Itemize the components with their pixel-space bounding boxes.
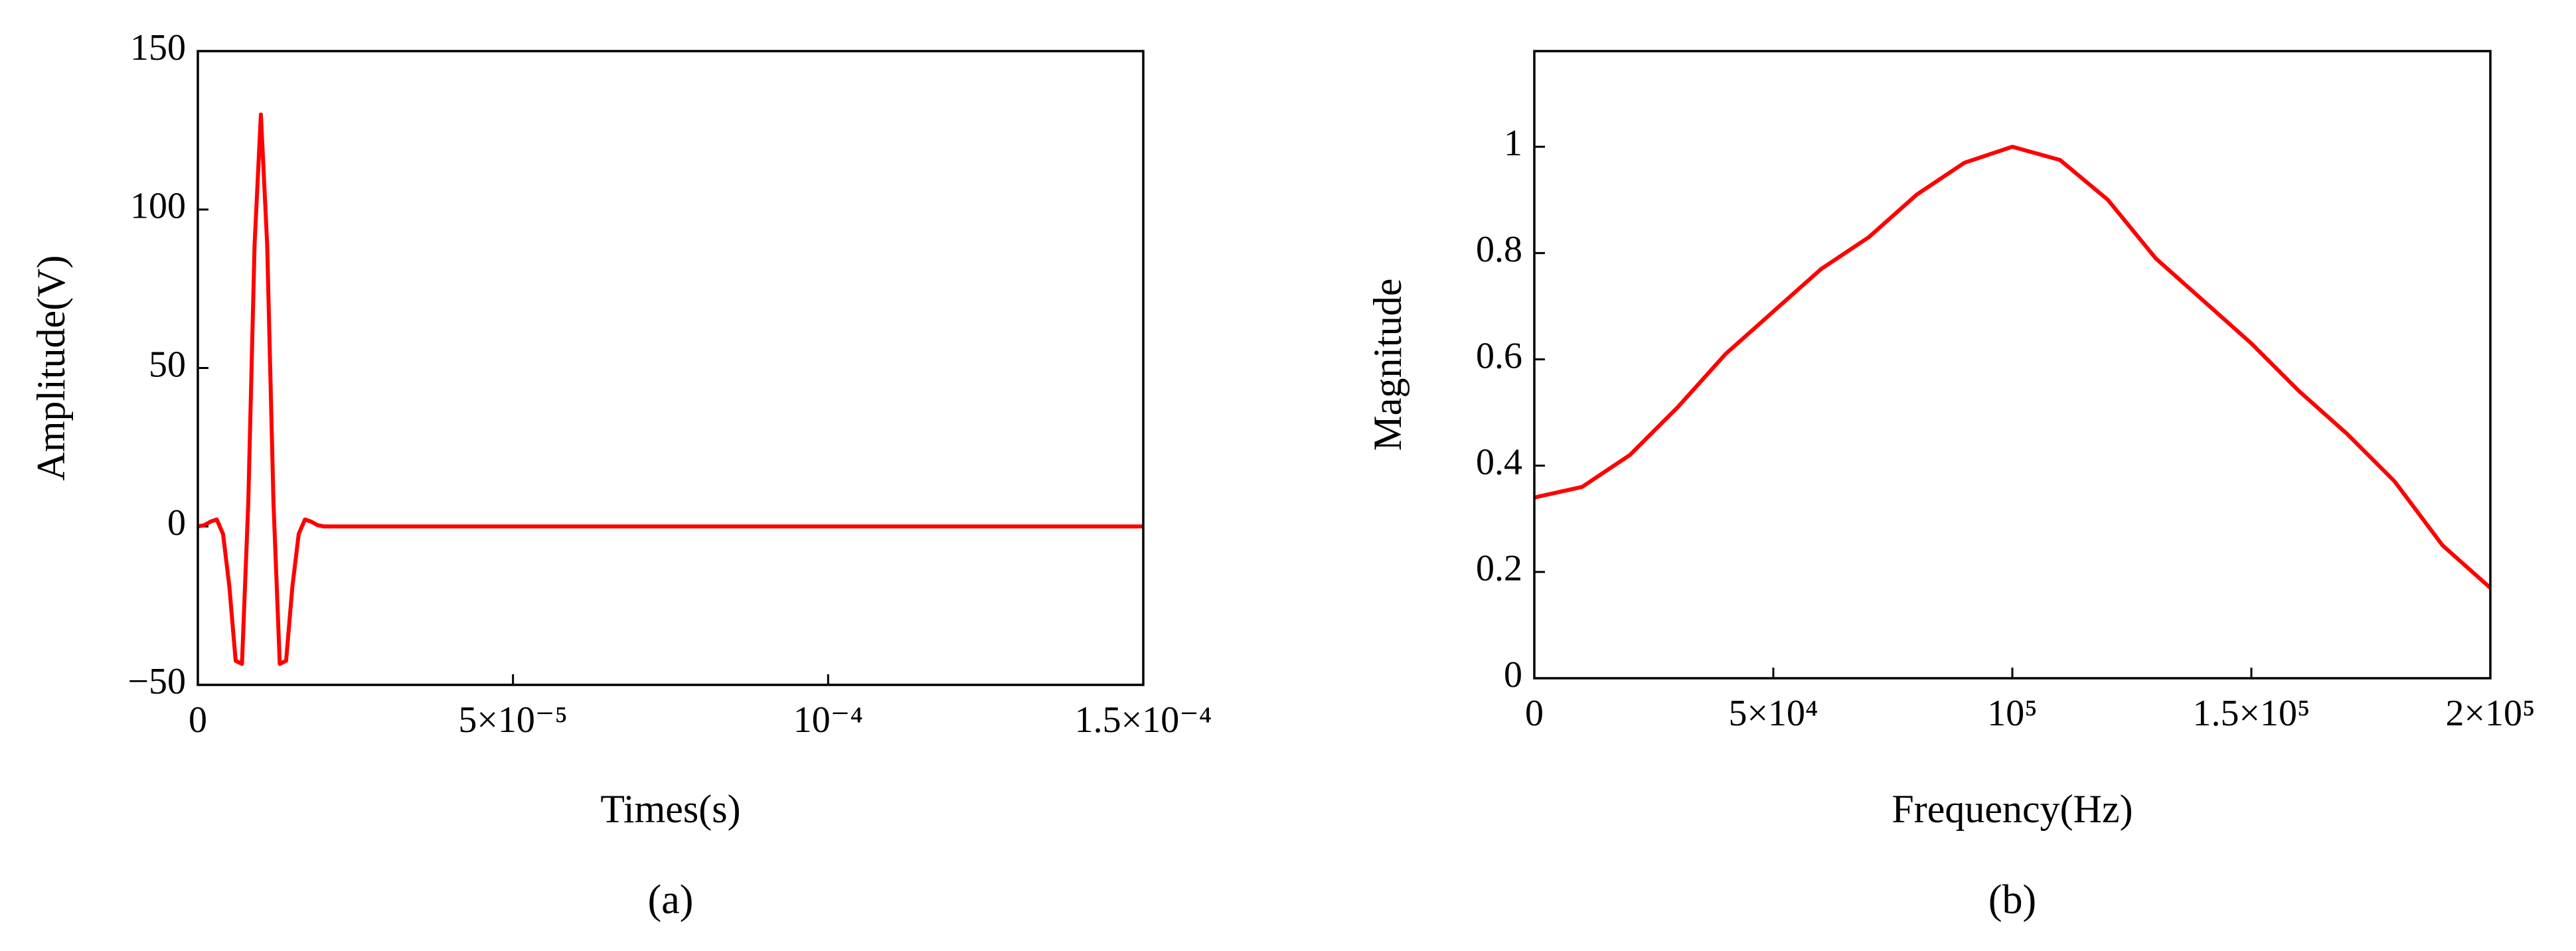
plot-frame — [197, 50, 1145, 686]
x-axis-title: Times(s) — [600, 787, 740, 831]
y-axis-title: Magnitude — [1366, 279, 1409, 451]
x-tick-label: 0 — [189, 699, 207, 741]
plot-frame — [1533, 50, 2492, 680]
y-tick-label: 0.4 — [1476, 442, 1522, 483]
x-axis-title: Frequency(Hz) — [1892, 787, 2133, 831]
y-tick-label: 0 — [1504, 654, 1522, 695]
y-tick-label: 150 — [130, 27, 186, 68]
y-tick-label: 0 — [167, 502, 186, 544]
y-tick-label: −50 — [127, 661, 186, 702]
x-tick-label: 10⁻⁴ — [793, 699, 863, 741]
data-line — [1534, 145, 2492, 590]
x-tick-label: 1.5×10⁻⁴ — [1075, 699, 1212, 741]
y-tick-label: 50 — [149, 344, 186, 385]
x-tick-label: 0 — [1525, 693, 1544, 734]
x-tick-label: 2×10⁵ — [2445, 693, 2535, 734]
x-tick-label: 1.5×10⁵ — [2192, 693, 2310, 734]
y-tick-label: 0.8 — [1476, 229, 1522, 270]
data-line — [197, 112, 1143, 666]
y-axis-title: Amplitude(V) — [29, 256, 73, 481]
caption: (b) — [1988, 877, 2036, 922]
y-tick-label: 1 — [1504, 123, 1522, 164]
caption: (a) — [648, 877, 694, 922]
y-tick-label: 0.6 — [1476, 335, 1522, 376]
y-tick-label: 100 — [130, 186, 186, 227]
x-tick-label: 5×10⁻⁵ — [458, 699, 568, 741]
y-tick-label: 0.2 — [1476, 548, 1522, 589]
x-tick-label: 10⁵ — [1987, 693, 2038, 734]
x-tick-label: 5×10⁴ — [1728, 693, 1818, 734]
